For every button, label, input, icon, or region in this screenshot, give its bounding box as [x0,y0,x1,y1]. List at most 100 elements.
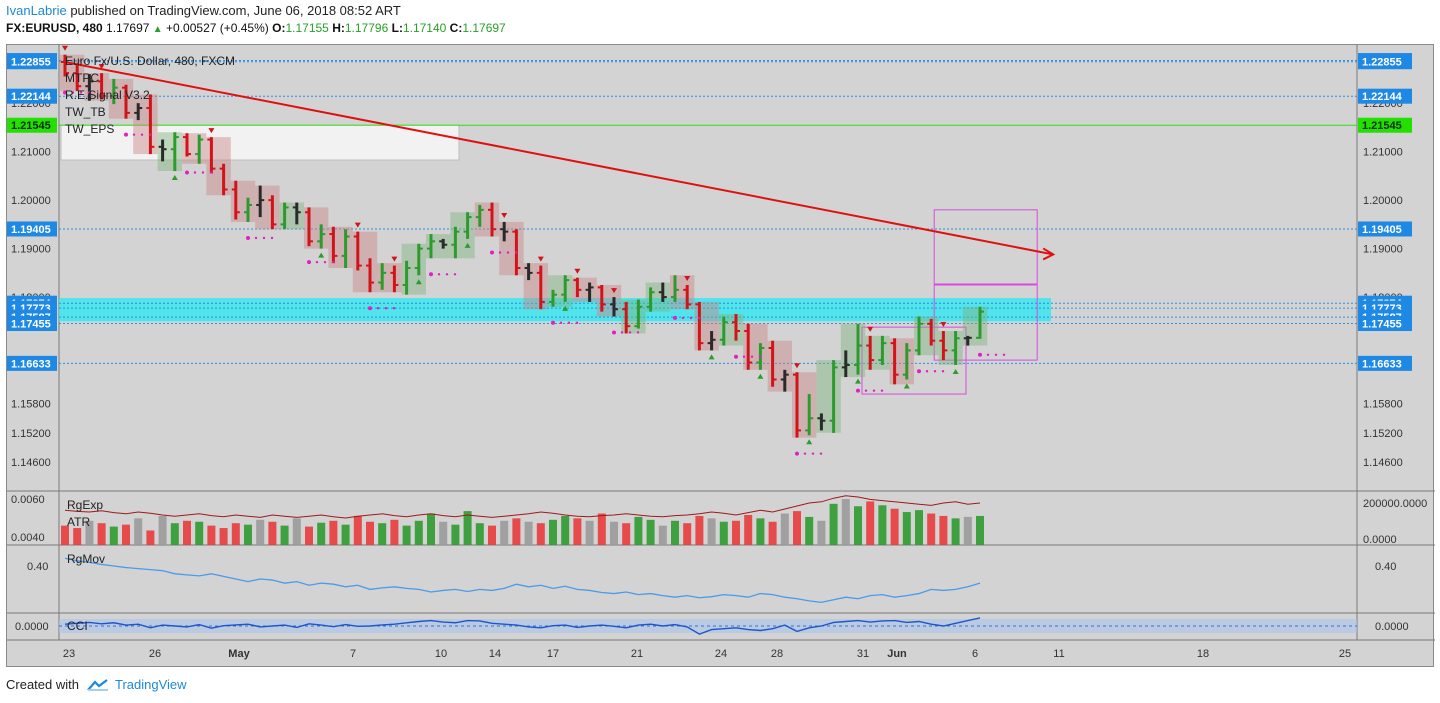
time-label: 17 [547,648,559,660]
eps-dot [209,171,213,174]
price-tick-left: 1.21000 [11,147,51,159]
sell-signal-icon [684,275,691,281]
volume-bar [671,520,679,545]
indicator-legend-2: TW_TB [65,105,106,119]
level-badge-right [1358,221,1412,237]
buy-signal-icon [855,378,861,384]
volume-bar [122,524,130,545]
volume-bar [683,523,692,545]
level-badge-label: 1.19405 [11,224,51,236]
volume-bar [329,520,338,545]
volume-bar [780,513,789,545]
buy-signal-icon [562,305,569,311]
volume-bar [829,503,838,545]
cci-label: CCI [67,619,88,633]
volume-bar [170,523,179,545]
volume-bar [622,523,631,545]
time-label: 18 [1197,648,1209,660]
volume-bar [512,518,521,545]
time-label: 28 [771,648,783,660]
sell-signal-icon [940,322,947,328]
sell-signal-icon [354,222,361,228]
eps-dot [445,273,449,276]
volume-bar [646,519,655,545]
price-tick-left: 1.15200 [11,428,51,440]
eps-dot [63,90,67,95]
eps-dot [612,330,616,335]
rgmov-label: RgMov [67,552,105,566]
sell-signal-icon [62,45,68,51]
buy-signal-icon [318,252,325,258]
eps-dot [453,273,457,276]
eps-dot [575,321,579,324]
time-label: 31 [857,648,869,660]
eps-dot [734,354,738,359]
volume-bar [963,516,972,545]
eps-dot [551,320,555,325]
volume-bar [280,525,289,545]
eps-dot [315,260,319,264]
indicator-legend-1: R.E.Signal V3.2 [65,88,150,102]
eps-dot [880,389,884,392]
volume-bar [134,518,143,545]
eps-dot [193,171,197,174]
note-box [60,124,460,161]
price-tick-left: 1.20000 [11,195,51,207]
time-label: 24 [715,648,727,660]
level-badge-label: 1.21545 [1362,120,1402,132]
volume-bar [585,520,594,545]
time-label: 25 [1339,648,1351,660]
eps-dot [1002,353,1006,356]
publish-info: IvanLabrie published on TradingView.com,… [6,3,401,18]
volume-bar [85,520,94,545]
eps-dot [978,352,982,357]
volume-bar [500,520,509,545]
close-label: C: [449,21,463,35]
eps-dot [71,91,75,94]
volume-bar [927,513,936,545]
eps-dot [124,132,128,137]
price-tick-right: 1.15200 [1363,428,1403,440]
eps-dot [567,321,571,324]
volume-bar [854,506,862,545]
volume-bar [231,523,240,545]
eps-dot [742,355,746,358]
price-change: +0.00527 (+0.45%) [166,21,269,35]
chart-frame[interactable]: 1.22000 1.22000 1.21000 1.21000 1.20000 1.200… [6,44,1435,668]
level-badge-label: 1.21545 [11,120,51,132]
trendline-arrow-icon [1042,247,1056,261]
eps-dot [673,315,677,320]
eps-dot [262,236,266,240]
eps-dot [384,307,388,310]
level-badge-right [1358,316,1412,332]
volume-bar [195,521,204,545]
volume-bar [97,523,106,545]
tradingview-link[interactable]: TradingView [87,677,187,692]
volume-bar [146,530,155,545]
volume-bar [207,525,216,545]
buy-signal-icon [171,175,178,181]
volume-bar [915,510,923,545]
volume-bar [744,514,753,545]
time-label: May [228,648,250,660]
price-chart[interactable]: 1.220001.220001.210001.210001.200001.200… [7,45,1435,668]
price-tick-right: 1.21000 [1363,147,1403,159]
level-badge-label: 1.19405 [1362,224,1402,236]
volume-bar [805,516,814,545]
open-label: O: [272,21,286,35]
volume-bar [268,521,277,545]
eps-dot [750,355,754,358]
eps-dot [559,321,563,324]
high-label: H: [332,21,345,35]
volume-bar [536,523,545,545]
low-value: 1.17140 [402,21,447,35]
eps-dot [819,452,823,455]
volume-bar [976,515,984,545]
eps-dot [856,388,860,393]
sell-signal-icon [611,288,617,294]
eps-dot [498,251,502,254]
eps-dot [148,133,152,136]
volume-bar [793,511,801,545]
author-link[interactable]: IvanLabrie [6,3,67,18]
eps-dot [795,451,799,456]
